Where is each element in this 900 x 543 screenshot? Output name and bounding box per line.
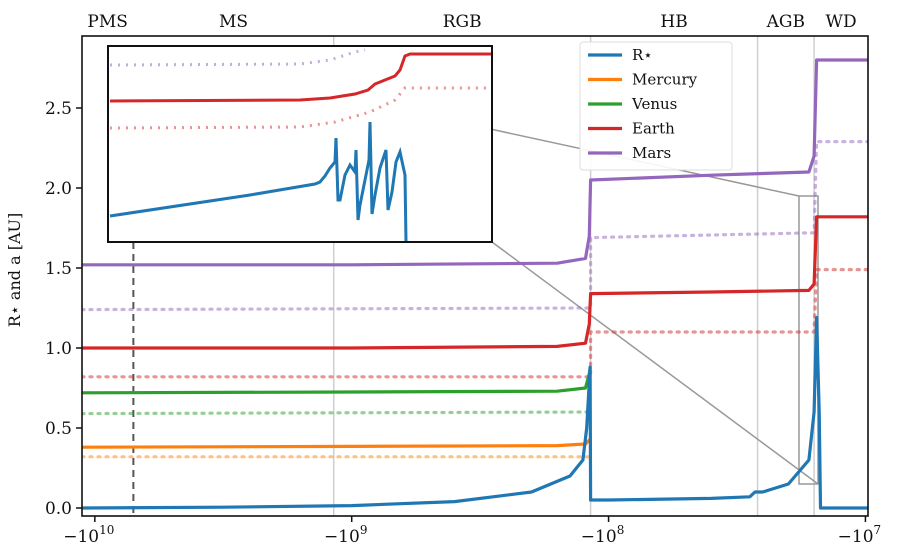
legend: R⋆ Mercury Venus Earth Mars bbox=[579, 41, 733, 171]
y-tick-label: 2.5 bbox=[45, 99, 72, 119]
venus-line bbox=[82, 366, 592, 395]
y-axis-label: R⋆ and a [AU] bbox=[5, 213, 24, 327]
phase-label-wd: WD bbox=[825, 12, 856, 32]
phase-label-rgb: RGB bbox=[443, 12, 482, 32]
plot-frame bbox=[81, 35, 869, 517]
legend-label-mercury: Mercury bbox=[632, 71, 698, 89]
legend-label-venus: Venus bbox=[631, 95, 677, 113]
x-tick-label: −107 bbox=[838, 523, 882, 543]
inset-background bbox=[108, 46, 492, 242]
inset-frame bbox=[107, 45, 493, 243]
inset-r-star-line bbox=[109, 121, 408, 242]
zoom-connector-bottom bbox=[491, 241, 819, 485]
initial-orbit-lines bbox=[82, 140, 868, 459]
x-tick-label: −108 bbox=[581, 523, 625, 543]
legend-label-mars: Mars bbox=[632, 144, 671, 162]
series-lines bbox=[82, 58, 868, 510]
phase-label-hb: HB bbox=[660, 12, 687, 32]
legend-label-earth: Earth bbox=[632, 120, 675, 138]
earth-line bbox=[82, 215, 868, 350]
legend-box bbox=[579, 41, 733, 171]
phase-labels: PMS MS RGB HB AGB WD bbox=[87, 12, 856, 32]
y-tick-label: 1.0 bbox=[45, 339, 72, 359]
phase-label-pms: PMS bbox=[87, 12, 128, 32]
inset-earth-line bbox=[109, 52, 492, 103]
mercury-line bbox=[82, 438, 592, 449]
y-tick-label: 0.5 bbox=[45, 419, 72, 439]
earth-initial-line bbox=[82, 268, 868, 379]
y-axis: 0.0 0.5 1.0 1.5 2.0 2.5 bbox=[45, 99, 82, 519]
inset-zoom bbox=[107, 45, 493, 243]
x-tick-label: −109 bbox=[324, 523, 368, 543]
phase-label-ms: MS bbox=[219, 12, 248, 32]
y-tick-label: 2.0 bbox=[45, 179, 72, 199]
inset-mars-initial-line bbox=[109, 48, 366, 67]
x-tick-label: −1010 bbox=[63, 523, 114, 543]
mars-initial-line bbox=[82, 140, 868, 312]
y-tick-label: 1.5 bbox=[45, 259, 72, 279]
mars-line bbox=[82, 58, 868, 267]
y-tick-label: 0.0 bbox=[45, 499, 72, 519]
inset-earth-initial-line bbox=[109, 86, 490, 130]
x-axis: −1010 −109 −108 −107 bbox=[63, 516, 881, 543]
phase-label-agb: AGB bbox=[766, 12, 805, 32]
venus-initial-line bbox=[82, 410, 593, 416]
r-line bbox=[82, 316, 868, 510]
legend-label-r: R⋆ bbox=[632, 46, 653, 64]
